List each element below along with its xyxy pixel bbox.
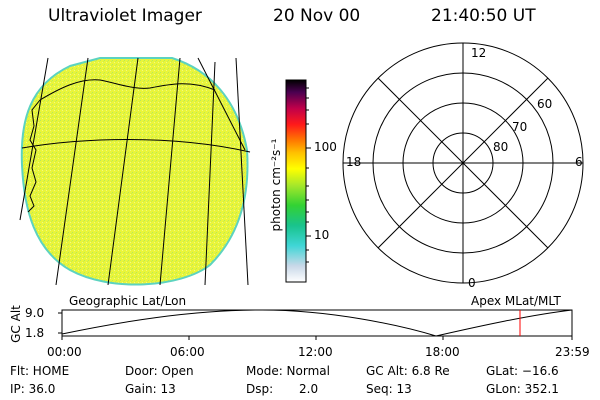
polar-ring-70: 70 [512, 120, 528, 134]
status-door: Door: Open [125, 364, 194, 378]
status-gc-alt: GC Alt: 6.8 Re [366, 364, 450, 378]
polar-label-bottom: 0 [468, 276, 476, 290]
app-title: Ultraviolet Imager [48, 6, 202, 26]
colorbar-unit-label: photon cm⁻²s⁻¹ [269, 138, 283, 232]
polar-label-top: 12 [471, 46, 487, 60]
status-filter: Flt: HOME [10, 364, 70, 378]
status-dsp-value: 2.0 [299, 382, 319, 396]
uvi-image-disk [20, 57, 249, 286]
polar-label-right: 6 [575, 155, 583, 169]
altitude-x-tick: 06:00 [170, 345, 205, 359]
lat-lon-grid [19, 57, 251, 285]
status-mode: Mode: Normal [246, 364, 330, 378]
status-gain: Gain: 13 [125, 382, 176, 396]
polar-plot [342, 42, 584, 284]
polar-ring-60: 60 [537, 97, 553, 111]
coastline [27, 79, 216, 213]
uvi-image-panel [19, 57, 251, 286]
status-glon: GLon: 352.1 [486, 382, 559, 396]
altitude-x-tick: 18:00 [425, 345, 460, 359]
altitude-x-tick: 00:00 [47, 345, 82, 359]
polar-label-left: 18 [346, 155, 362, 169]
time-label: 21:40:50 UT [431, 6, 536, 26]
status-dsp-label: Dsp: [246, 382, 274, 396]
status-ip: IP: 36.0 [10, 382, 56, 396]
altitude-y-max: 9.0 [25, 306, 45, 320]
altitude-x-tick: 12:00 [298, 345, 333, 359]
left-panel-caption: Geographic Lat/Lon [69, 294, 187, 308]
colorbar-tick-100: 100 [314, 140, 337, 154]
colorbar [285, 79, 307, 283]
polar-ring-80: 80 [493, 140, 509, 154]
date-label: 20 Nov 00 [273, 6, 361, 26]
altitude-plot [58, 309, 573, 340]
right-panel-caption: Apex MLat/MLT [471, 294, 561, 308]
altitude-x-tick: 23:59 [555, 345, 590, 359]
status-seq: Seq: 13 [366, 382, 412, 396]
colorbar-tick-10: 10 [314, 228, 330, 242]
status-glat: GLat: −16.6 [486, 364, 559, 378]
altitude-axis-label: GC Alt [9, 305, 23, 343]
altitude-y-min: 1.8 [25, 326, 45, 340]
colorbar-ticks [306, 87, 311, 263]
altitude-curve [61, 309, 573, 337]
